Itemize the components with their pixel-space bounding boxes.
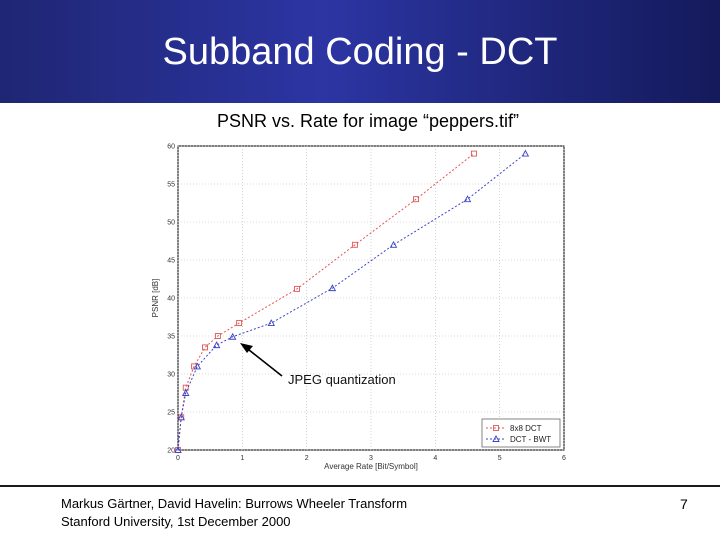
x-tick-label: 0 (176, 455, 180, 462)
x-axis-label: Average Rate [Bit/Symbol] (324, 462, 418, 471)
data-point-dct-bwt (521, 149, 530, 157)
footer-divider (0, 485, 720, 487)
series-layer (174, 149, 530, 453)
data-point-dct-bwt (328, 284, 337, 292)
annotation-arrow-line (243, 345, 283, 377)
series-line-dct-bwt (177, 153, 526, 451)
y-tick-label: 60 (167, 144, 175, 151)
data-point-dct-bwt (193, 362, 202, 370)
footer-authors: Markus Gärtner, David Havelin: Burrows W… (61, 496, 408, 511)
x-tick-label: 6 (562, 455, 566, 462)
data-point-dct-bwt (177, 413, 185, 421)
data-point-dct-bwt (181, 389, 190, 396)
y-tick-label: 20 (167, 448, 175, 455)
data-point-8x8-dct (214, 333, 221, 339)
data-point-dct-bwt (228, 332, 237, 340)
y-tick-label: 45 (167, 258, 175, 265)
data-point-dct-bwt (174, 446, 182, 453)
y-tick-label: 35 (167, 334, 175, 341)
x-tick-label: 2 (305, 455, 309, 462)
data-point-8x8-dct (413, 196, 419, 203)
y-tick-label: 25 (167, 410, 175, 417)
legend-marker-dct-bwt (492, 435, 500, 442)
chart-heading: PSNR vs. Rate for image “peppers.tif” (216, 111, 520, 131)
data-point-8x8-dct (236, 320, 243, 327)
footer-affiliation: Stanford University, 1st December 2000 (61, 514, 291, 529)
data-point-8x8-dct (294, 285, 300, 292)
jpeg-quantization-annotation: JPEG quantization (288, 372, 396, 387)
legend-marker-8x8-dct (493, 425, 499, 431)
title-bar: Subband Coding - DCT (0, 0, 720, 103)
slide-title: Subband Coding - DCT (162, 31, 558, 73)
x-tick-label: 5 (498, 455, 502, 462)
data-point-8x8-dct (351, 241, 358, 248)
legend-box (481, 418, 561, 448)
x-tick-label: 3 (369, 455, 373, 462)
grid-lines (177, 145, 565, 451)
x-tick-label: 1 (240, 455, 244, 462)
series-line-8x8-dct (177, 153, 475, 451)
y-tick-label: 30 (167, 372, 175, 379)
legend-label-8x8-dct: 8x8 DCT (510, 424, 542, 433)
legend-label-dct-bwt: DCT - BWT (510, 435, 551, 444)
annotation-arrow-head (240, 343, 253, 353)
data-point-dct-bwt (463, 195, 472, 203)
data-point-8x8-dct (202, 344, 208, 351)
data-point-dct-bwt (212, 341, 221, 349)
page-number: 7 (680, 496, 688, 512)
legend: 8x8 DCT DCT - BWT (481, 418, 561, 448)
y-tick-label: 50 (167, 220, 175, 227)
y-axis-label: PSNR [dB] (151, 279, 160, 318)
data-point-8x8-dct (470, 150, 477, 157)
x-tick-label: 4 (433, 455, 437, 462)
data-point-dct-bwt (267, 319, 276, 327)
y-tick-label: 55 (167, 182, 175, 189)
data-point-dct-bwt (389, 240, 398, 248)
y-tick-label: 40 (167, 296, 175, 303)
